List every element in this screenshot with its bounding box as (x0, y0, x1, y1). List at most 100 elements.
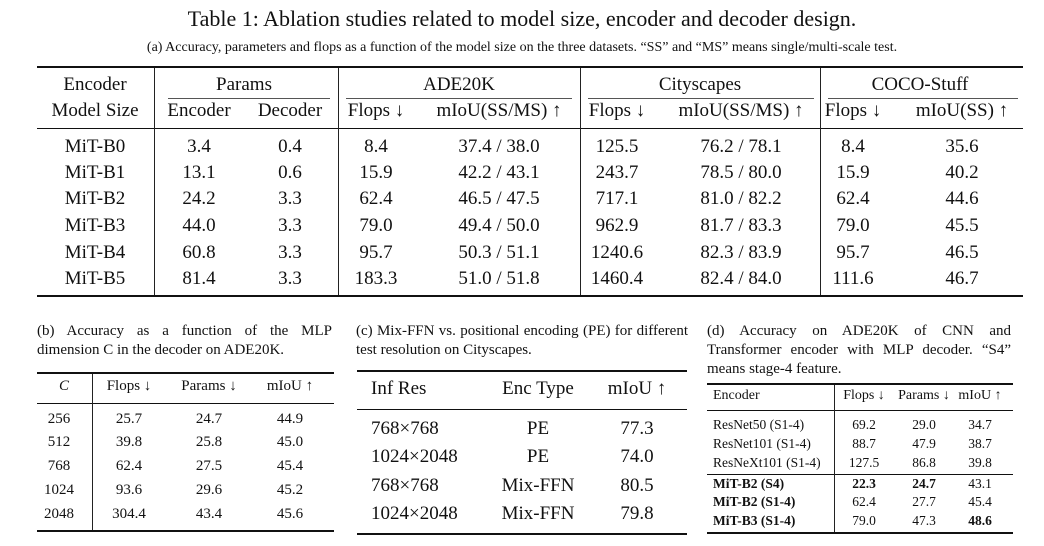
table-cell: Mix-FFN (501, 475, 575, 496)
table-cell: 79.0 (852, 513, 876, 528)
bottom-rule (357, 533, 687, 535)
table-cell: 27.7 (912, 494, 936, 509)
row-label: MiT-B5 (64, 268, 126, 289)
table-cell: 81.0 / 82.2 (700, 188, 782, 209)
table-cell: 34.7 (968, 417, 992, 432)
table-cell: 60.8 (182, 242, 216, 263)
table-cell: 81.7 / 83.3 (700, 215, 782, 236)
group-underline (346, 98, 572, 99)
row-label: 768×768 (371, 475, 439, 496)
row-group-rule (707, 474, 1013, 475)
table-cell: 962.9 (595, 215, 639, 236)
table-cell: 0.6 (278, 162, 302, 183)
table-cell: 25.8 (195, 434, 223, 450)
column-header: Params ↓ (181, 378, 237, 394)
table-cell: PE (526, 418, 550, 439)
group-underline (828, 98, 1018, 99)
table-cell: 62.4 (836, 188, 870, 209)
table-cell: 8.4 (841, 136, 865, 157)
column-header: mIoU(SS) ↑ (915, 100, 1009, 121)
table-cell: 74.0 (620, 446, 654, 467)
col-divider (92, 374, 93, 530)
table-c-caption: (c) Mix-FFN vs. positional encoding (PE)… (356, 323, 688, 358)
table-cell: 0.4 (278, 136, 302, 157)
table-cell: 45.0 (276, 434, 304, 450)
table-cell: 125.5 (595, 136, 639, 157)
column-header: Flops ↓ (106, 378, 152, 394)
col-divider (580, 68, 581, 295)
table-cell: 24.7 (912, 476, 936, 491)
table-cell: 45.4 (276, 458, 304, 474)
column-header: Decoder (257, 100, 323, 121)
table-cell: 44.9 (276, 411, 304, 427)
table-cell: 40.2 (945, 162, 979, 183)
column-header: Encoder (167, 100, 231, 121)
table-cell: 46.5 (945, 242, 979, 263)
row-label: MiT-B0 (64, 136, 126, 157)
row-label: ResNeXt101 (S1-4) (713, 455, 821, 470)
row-label: MiT-B4 (64, 242, 126, 263)
table-cell: 13.1 (182, 162, 216, 183)
table-cell: 42.2 / 43.1 (458, 162, 540, 183)
table-cell: 25.7 (115, 411, 143, 427)
table-cell: 3.3 (278, 242, 302, 263)
table-cell: 24.7 (195, 411, 223, 427)
header-rule (707, 410, 1013, 411)
group-underline (168, 98, 330, 99)
table-cell: 88.7 (852, 436, 876, 451)
table-cell: 1240.6 (590, 242, 644, 263)
row-label: 1024 (44, 482, 74, 498)
column-header: Encoder (713, 388, 760, 403)
table-cell: 51.0 / 51.8 (458, 268, 540, 289)
column-header: Inf Res (371, 378, 427, 399)
row-label: MiT-B3 (64, 215, 126, 236)
table-cell: PE (526, 446, 550, 467)
table-d-caption: (d) Accuracy on ADE20K of CNN and Transf… (707, 323, 1011, 377)
row-label: 768×768 (371, 418, 439, 439)
row-label: 512 (47, 434, 71, 450)
table-cell: 79.0 (836, 215, 870, 236)
table-cell: 81.4 (182, 268, 216, 289)
table-cell: 43.1 (968, 476, 992, 491)
table-cell: 39.8 (968, 455, 992, 470)
row-label: ResNet50 (S1-4) (713, 417, 805, 432)
table-cell: 43.4 (195, 506, 223, 522)
column-group-header: ADE20K (423, 74, 495, 95)
column-group-header: COCO-Stuff (871, 74, 969, 95)
table-cell: 1460.4 (590, 268, 644, 289)
table-cell: 78.5 / 80.0 (700, 162, 782, 183)
top-rule (707, 383, 1013, 385)
row-label: 2048 (44, 506, 74, 522)
col-divider (154, 68, 155, 295)
column-group-header: Params (216, 74, 272, 95)
bottom-rule (37, 295, 1023, 297)
table-title: Table 1: Ablation studies related to mod… (187, 6, 857, 31)
table-cell: 62.4 (852, 494, 876, 509)
column-header: Flops ↓ (824, 100, 882, 121)
header-rule (357, 409, 687, 410)
table-cell: 47.9 (912, 436, 936, 451)
table-cell: 29.0 (912, 417, 936, 432)
column-header: mIoU ↑ (607, 378, 667, 399)
table-cell: 79.8 (620, 503, 654, 524)
row-label: MiT-B2 (64, 188, 126, 209)
table-cell: 79.0 (359, 215, 393, 236)
table-cell: 95.7 (359, 242, 393, 263)
column-header: mIoU(SS/MS) ↑ (678, 100, 804, 121)
table-cell: 3.4 (187, 136, 211, 157)
table-cell: 44.0 (182, 215, 216, 236)
column-header: Model Size (51, 100, 139, 121)
table-cell: 93.6 (115, 482, 143, 498)
column-header: mIoU(SS/MS) ↑ (436, 100, 562, 121)
row-label: 768 (47, 458, 71, 474)
table-cell: 8.4 (364, 136, 388, 157)
column-header: mIoU ↑ (958, 388, 1002, 403)
table-cell: Mix-FFN (501, 503, 575, 524)
table-cell: 69.2 (852, 417, 876, 432)
row-label: MiT-B1 (64, 162, 126, 183)
col-divider (834, 385, 835, 532)
table-cell: 95.7 (836, 242, 870, 263)
table-cell: 111.6 (832, 268, 874, 289)
column-header: Flops ↓ (347, 100, 405, 121)
table-cell: 76.2 / 78.1 (700, 136, 782, 157)
